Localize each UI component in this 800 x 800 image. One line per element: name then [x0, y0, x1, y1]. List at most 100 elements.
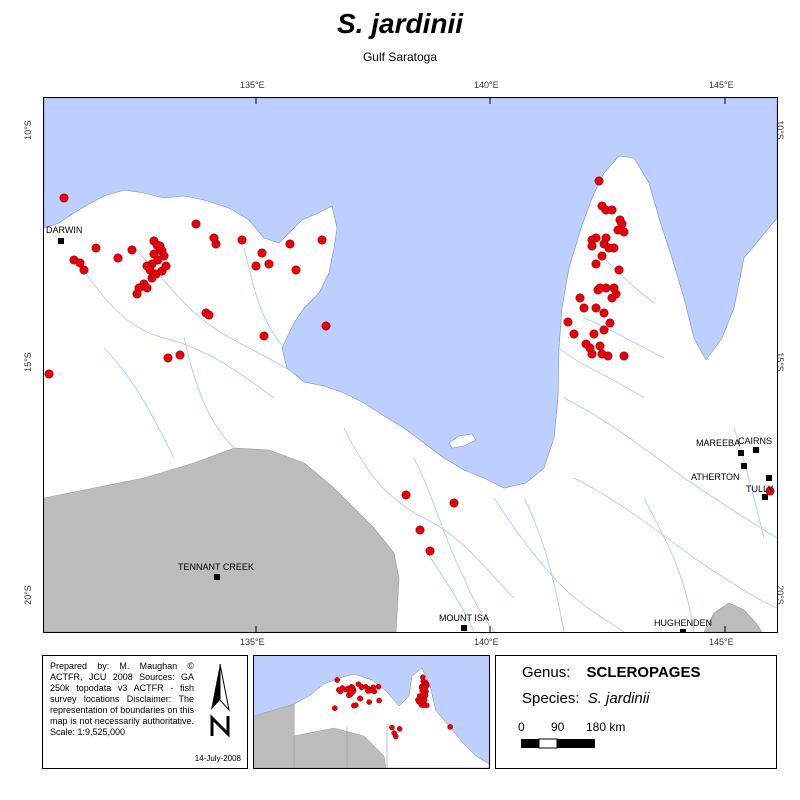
record-point	[563, 317, 573, 327]
inset-record-point	[371, 688, 378, 695]
record-point	[147, 273, 157, 283]
inset-record-point	[392, 733, 399, 740]
record-point	[321, 321, 331, 331]
town-marker-mareeba	[738, 450, 744, 456]
record-point	[599, 308, 609, 318]
scale-label-0: 0	[518, 720, 525, 734]
record-point	[575, 293, 585, 303]
record-point	[163, 353, 173, 363]
graticule-ticks	[255, 98, 726, 632]
inset-map	[253, 655, 490, 769]
record-point	[251, 261, 261, 271]
record-point	[607, 205, 617, 215]
record-point	[259, 331, 269, 341]
record-point	[595, 341, 605, 351]
inset-record-point	[396, 726, 403, 732]
credits-text: Prepared by: M. Maughan © ACTFR, JCU 200…	[50, 661, 194, 737]
record-point	[614, 265, 624, 275]
credits-date: 14-July-2008	[194, 754, 241, 763]
lon-tick-top-145: 145°E	[709, 80, 734, 90]
record-point	[594, 176, 604, 186]
species-label: Species:	[522, 690, 580, 707]
town-label-mareeba: MAREEBA	[696, 438, 740, 448]
town-marker-mount-isa	[461, 625, 467, 631]
lon-tick-bottom-140: 140°E	[474, 637, 499, 647]
north-arrow-icon	[210, 663, 230, 738]
record-point	[91, 243, 101, 253]
record-point	[765, 486, 775, 496]
record-point	[79, 265, 89, 275]
record-point	[401, 490, 411, 500]
record-point	[291, 265, 301, 275]
credits-panel: Prepared by: M. Maughan © ACTFR, JCU 200…	[42, 655, 248, 769]
record-point	[191, 219, 201, 229]
map-subtitle: Gulf Saratoga	[362, 50, 438, 64]
town-marker-darwin	[58, 238, 64, 244]
map-canvas: DARWIN TENNANT CREEK MOUNT ISA HUGHENDEN…	[44, 98, 777, 632]
record-point	[211, 239, 221, 249]
genus-value: SCLEROPAGES	[586, 664, 701, 681]
record-point	[155, 241, 165, 251]
inset-record-point	[376, 697, 382, 704]
species-row: Species: S. jardinii	[522, 690, 649, 707]
inset-canvas	[254, 656, 489, 768]
record-point	[619, 351, 629, 361]
record-point	[161, 261, 171, 271]
sea-area	[44, 98, 777, 489]
main-map[interactable]: DARWIN TENNANT CREEK MOUNT ISA HUGHENDEN…	[43, 97, 778, 633]
town-label-tully: TULLY	[746, 484, 773, 494]
record-point	[605, 318, 615, 328]
record-point	[75, 258, 85, 268]
record-point	[449, 498, 459, 508]
record-point	[44, 369, 54, 379]
town-label-darwin: DARWIN	[46, 225, 82, 235]
town-marker-tully	[762, 494, 768, 500]
lon-tick-top-135: 135°E	[240, 80, 265, 90]
lat-tick-left-10: 10°S	[22, 120, 33, 140]
record-point	[587, 241, 597, 251]
record-point	[425, 546, 435, 556]
outside-region	[44, 447, 400, 632]
record-point	[569, 329, 579, 339]
town-label-hughenden: HUGHENDEN	[654, 618, 712, 628]
record-point	[415, 525, 425, 535]
town-marker-tennant-creek	[214, 574, 220, 580]
record-point	[132, 289, 142, 299]
genus-label: Genus:	[522, 664, 571, 681]
inset-record-point	[332, 705, 338, 711]
lat-tick-left-20: 20°S	[22, 585, 33, 605]
record-point	[149, 249, 159, 259]
record-point	[591, 303, 601, 313]
record-point	[595, 283, 605, 293]
inset-record-point	[421, 702, 428, 709]
scale-bar	[521, 738, 595, 749]
record-point	[317, 235, 327, 245]
record-point	[579, 303, 589, 313]
record-point	[204, 310, 214, 320]
inset-record-point	[375, 683, 382, 690]
genus-row: Genus: SCLEROPAGES	[522, 664, 700, 681]
record-point	[127, 245, 137, 255]
record-point	[613, 225, 623, 235]
record-point	[589, 329, 599, 339]
record-point	[591, 259, 601, 269]
town-marker-coast	[766, 475, 772, 481]
island-shape	[448, 433, 477, 449]
inset-record-point	[357, 695, 364, 702]
town-marker-hughenden	[680, 629, 686, 632]
town-label-cairns: CAIRNS	[738, 436, 772, 446]
inset-record-point	[348, 690, 355, 696]
map-title: S. jardinii	[336, 8, 464, 39]
lon-tick-top-140: 140°E	[474, 80, 499, 90]
town-marker-cairns	[753, 447, 759, 453]
town-label-atherton: ATHERTON	[691, 472, 740, 482]
scale-label-180: 180 km	[586, 720, 626, 734]
record-point	[599, 325, 609, 335]
towns: DARWIN TENNANT CREEK MOUNT ISA HUGHENDEN…	[46, 225, 773, 632]
record-point	[603, 351, 613, 361]
record-point	[604, 243, 614, 253]
outside-region-east	[703, 602, 763, 632]
town-label-mount-isa: MOUNT ISA	[439, 613, 489, 623]
record-point	[607, 293, 617, 303]
record-point	[142, 283, 152, 293]
